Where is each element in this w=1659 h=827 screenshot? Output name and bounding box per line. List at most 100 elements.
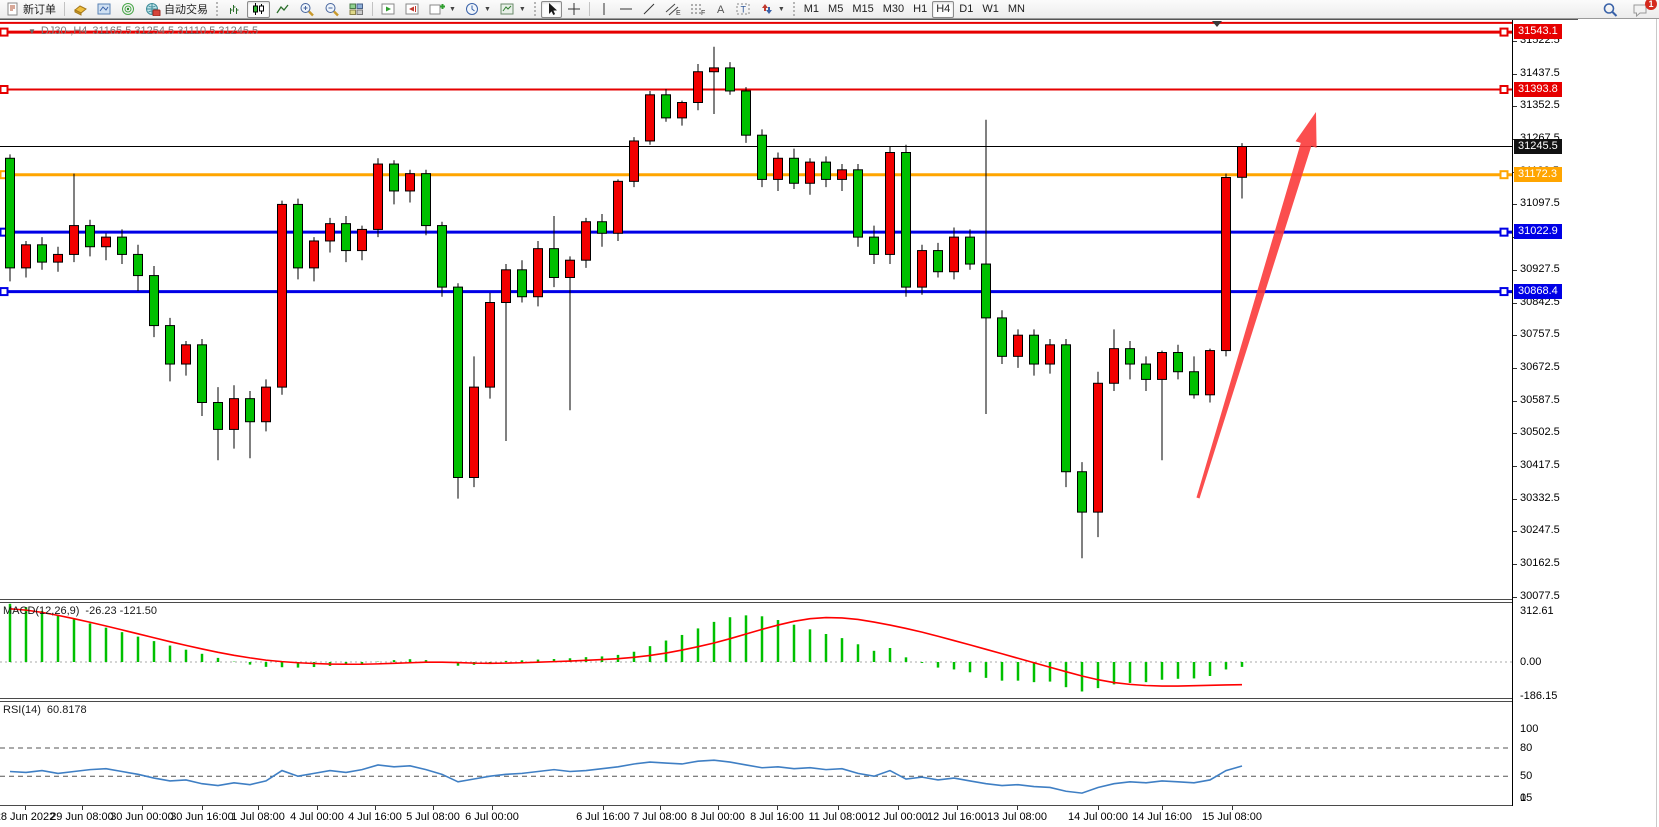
- line-endpoint-marker[interactable]: [1499, 227, 1509, 237]
- line-endpoint-marker[interactable]: [1499, 85, 1509, 94]
- chevron-down-icon[interactable]: ▼: [777, 5, 785, 13]
- autotrading-globe-icon: [145, 2, 161, 16]
- time-axis-label: 6 Jul 00:00: [465, 811, 519, 823]
- text-label-icon: T: [736, 2, 751, 16]
- candle: [117, 236, 127, 255]
- candle: [965, 236, 975, 265]
- time-axis-label: 4 Jul 16:00: [348, 811, 402, 823]
- candle: [549, 248, 559, 278]
- time-axis-label: 5 Jul 08:00: [406, 811, 460, 823]
- new-chart-button[interactable]: ▼: [425, 1, 460, 18]
- line-endpoint-marker[interactable]: [0, 287, 9, 297]
- price-axis-tick-label: 30672.5: [1520, 360, 1560, 373]
- candle: [1045, 344, 1055, 365]
- equidistant-channel-tool[interactable]: E: [661, 1, 685, 18]
- candle: [405, 173, 415, 192]
- line-endpoint-marker[interactable]: [1499, 27, 1509, 37]
- chart-back-button[interactable]: [401, 1, 424, 18]
- candle: [581, 221, 591, 261]
- line-endpoint-marker[interactable]: [1499, 287, 1509, 297]
- line-endpoint-marker[interactable]: [1499, 170, 1509, 180]
- zoom-out-button[interactable]: [320, 1, 344, 18]
- pane-separator[interactable]: [0, 698, 1578, 699]
- styler-button[interactable]: [69, 1, 92, 18]
- templates-button[interactable]: ▼: [496, 1, 530, 18]
- chart-shift-marker[interactable]: [1212, 21, 1222, 27]
- candlestick-chart-button[interactable]: [247, 0, 270, 18]
- line-endpoint-marker[interactable]: [0, 85, 9, 94]
- chevron-down-icon[interactable]: ▼: [449, 5, 456, 13]
- trend-line-tool[interactable]: [638, 1, 660, 18]
- signal-icon: [121, 2, 136, 16]
- chart-title: ▼ DJ30-,H4 31165.5 31254.5 31110.5 31245…: [28, 25, 258, 37]
- macd-indicator-plot[interactable]: [0, 603, 1512, 698]
- chart-window-button[interactable]: [93, 1, 116, 18]
- tile-windows-button[interactable]: [345, 1, 368, 18]
- candle: [629, 140, 639, 182]
- fibonacci-tool[interactable]: F: [686, 1, 710, 18]
- time-axis-label: 28 Jun 2022: [0, 811, 56, 823]
- vertical-line-tool[interactable]: [594, 1, 614, 18]
- candle: [501, 269, 511, 303]
- price-axis-tick-label: 30587.5: [1520, 393, 1560, 406]
- chat-button[interactable]: 1: [1628, 0, 1657, 18]
- candle: [1077, 471, 1087, 513]
- line-chart-button[interactable]: [271, 1, 294, 18]
- horizontal-line-tool[interactable]: [615, 1, 637, 18]
- candle: [917, 250, 927, 288]
- autotrading-button[interactable]: 自动交易: [141, 1, 212, 18]
- cursor-tool-button[interactable]: [540, 0, 562, 18]
- chat-badge: 1: [1645, 0, 1657, 10]
- chart-forward-button[interactable]: [377, 1, 400, 18]
- text-tool[interactable]: A: [711, 1, 731, 18]
- timeframe-h4[interactable]: H4: [932, 0, 955, 18]
- price-axis-tick-label: 15: [1520, 792, 1533, 804]
- rsi-indicator-plot[interactable]: [0, 701, 1512, 806]
- time-axis-label: 4 Jul 00:00: [290, 811, 344, 823]
- price-axis[interactable]: 31522.531437.531352.531267.531182.531097…: [1512, 20, 1578, 806]
- price-axis-tick-label: 30927.5: [1520, 262, 1560, 275]
- new-order-button[interactable]: 新订单: [2, 1, 60, 18]
- time-axis[interactable]: 28 Jun 2022 29 Jun 08:00 30 Jun 00:00 30 Ju…: [0, 806, 1578, 827]
- bars-chart-button[interactable]: [223, 1, 246, 18]
- trend-arrow-annotation[interactable]: [1196, 112, 1317, 499]
- price-axis-tick-label: 31097.5: [1520, 197, 1560, 210]
- crosshair-tool-button[interactable]: [563, 1, 585, 18]
- periods-button[interactable]: ▼: [461, 1, 495, 18]
- timeframe-mn[interactable]: MN: [1007, 3, 1025, 15]
- chevron-down-icon[interactable]: ▼: [518, 5, 526, 13]
- timeframe-h1[interactable]: H1: [913, 3, 928, 15]
- timeframe-d1[interactable]: D1: [959, 3, 974, 15]
- signal-button[interactable]: [117, 1, 140, 18]
- candle: [453, 286, 463, 478]
- price-axis-badge: 30868.4: [1514, 283, 1562, 299]
- line-endpoint-marker[interactable]: [0, 27, 9, 37]
- svg-text:A: A: [717, 4, 725, 16]
- timeframe-m1[interactable]: M1: [803, 3, 820, 15]
- chevron-down-icon[interactable]: ▼: [483, 5, 491, 13]
- timeframe-m15[interactable]: M15: [852, 3, 874, 15]
- zoom-in-button[interactable]: [295, 1, 319, 18]
- tile-windows-icon: [349, 2, 364, 16]
- candle: [1125, 348, 1135, 365]
- arrows-tool[interactable]: ▼: [756, 1, 789, 18]
- candle: [149, 275, 159, 327]
- candle: [5, 157, 15, 269]
- pane-separator[interactable]: [0, 599, 1578, 600]
- price-axis-tick-label: 80: [1520, 742, 1533, 754]
- candle: [725, 67, 735, 92]
- candle: [357, 228, 367, 252]
- candle: [37, 244, 47, 263]
- time-axis-label: 1 Jul 08:00: [231, 811, 285, 823]
- collapse-triangle-icon[interactable]: ▼: [28, 26, 36, 36]
- candle: [773, 157, 783, 180]
- timeframe-m30[interactable]: M30: [882, 3, 905, 15]
- candle: [757, 134, 767, 180]
- text-label-tool[interactable]: T: [732, 1, 755, 18]
- main-chart-plot[interactable]: [0, 20, 1512, 598]
- timeframe-w1[interactable]: W1: [982, 3, 999, 15]
- candle: [373, 163, 383, 230]
- search-button[interactable]: [1598, 1, 1622, 18]
- toolbar: 新订单 自动交易: [0, 0, 1659, 19]
- timeframe-m5[interactable]: M5: [828, 3, 844, 15]
